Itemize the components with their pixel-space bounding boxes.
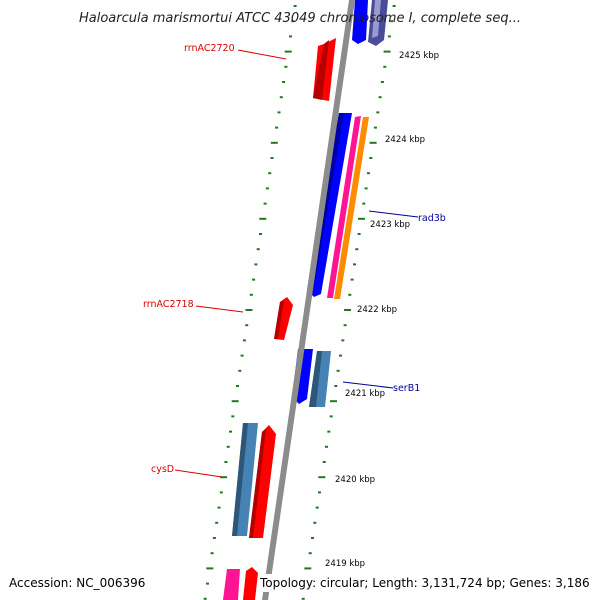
feature-steelblue-cysd-shade xyxy=(232,423,248,536)
tick-label: 2419 kbp xyxy=(325,559,365,569)
map-title: Haloarcula marismortui ATCC 43049 chromo… xyxy=(79,11,521,26)
genome-backbone xyxy=(262,0,355,600)
feature-pink-long[interactable] xyxy=(327,116,361,298)
gene-label-cysd[interactable]: cysD xyxy=(151,464,174,475)
topology-summary-text: Topology: circular; Length: 3,131,724 bp… xyxy=(259,576,590,590)
footer-summary-bg xyxy=(258,574,592,592)
tick-label: 2421 kbp xyxy=(345,389,385,399)
callout-line xyxy=(195,305,244,313)
feature-pink-bottom[interactable] xyxy=(223,569,240,600)
feature-blue-top-left[interactable] xyxy=(352,0,368,44)
callout-line xyxy=(368,210,419,218)
gene-label-rad3b[interactable]: rad3b xyxy=(418,213,446,224)
feature-rna-bottom-red[interactable] xyxy=(243,567,258,600)
feature-orange-long[interactable] xyxy=(334,117,369,299)
tick-label: 2422 kbp xyxy=(357,305,397,315)
tick-label: 2425 kbp xyxy=(399,51,439,61)
tick-label: 2424 kbp xyxy=(385,135,425,145)
feature-slate-top-highlight xyxy=(372,0,381,38)
feature-steelblue-serb-shade xyxy=(309,351,322,407)
callout-line xyxy=(174,469,223,478)
gene-label-serb1[interactable]: serB1 xyxy=(393,383,420,394)
tick-labels: 2425 kbp 2424 kbp 2423 kbp 2422 kbp 2421… xyxy=(325,51,439,569)
gene-label-rrnac2720[interactable]: rrnAC2720 xyxy=(184,43,235,54)
gene-callouts: rrnAC2720 rad3b rrnAC2718 serB1 cysD xyxy=(143,43,446,478)
feature-rna-middle-red-shade xyxy=(274,300,284,339)
tick-label: 2423 kbp xyxy=(370,220,410,230)
callout-line xyxy=(237,49,287,60)
tick-label: 2420 kbp xyxy=(335,475,375,485)
accession-text: Accession: NC_006396 xyxy=(9,576,145,590)
feature-rna-top-red-shade xyxy=(313,40,329,100)
callout-line xyxy=(342,381,394,389)
tick-rings xyxy=(203,5,396,600)
gene-label-rrnac2718[interactable]: rrnAC2718 xyxy=(143,299,194,310)
feature-rna-cysd-red-shade xyxy=(249,429,266,538)
